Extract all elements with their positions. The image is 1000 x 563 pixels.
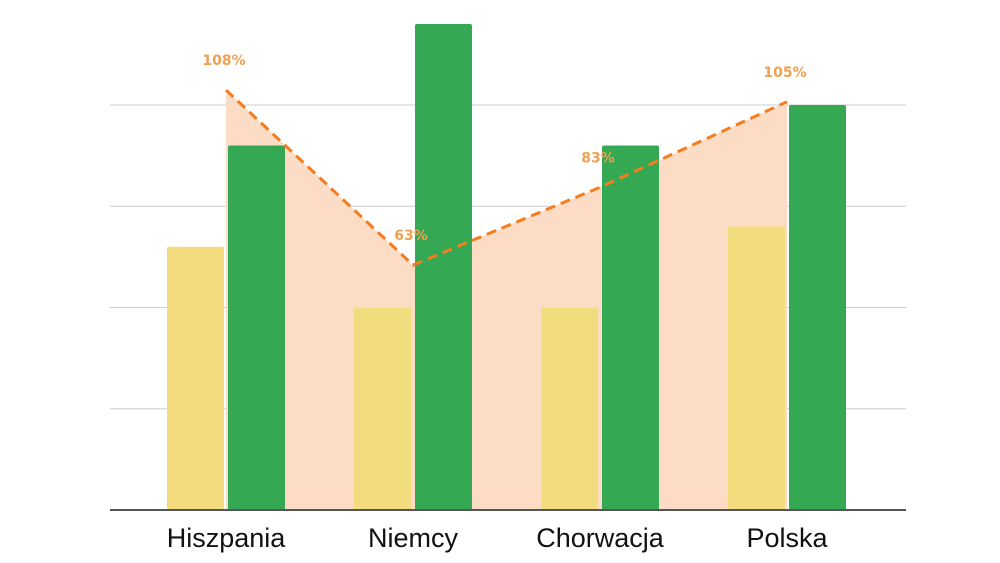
percent-label-3: 83% [581,150,615,166]
ratio-area [226,90,787,510]
x-label-chorwacja: Chorwacja [536,523,665,553]
bar-hiszpania-series-1 [167,246,224,510]
x-label-niemcy: Niemcy [368,523,459,553]
x-label-polska: Polska [746,523,828,553]
percent-label-2: 63% [394,228,428,244]
percent-label-1: 108% [202,53,245,69]
bars [167,24,846,510]
bar-polska-series-1 [728,226,785,510]
bar-chorwacja-series-2 [602,145,659,510]
x-label-hiszpania: Hiszpania [167,523,287,553]
bar-chorwacja-series-1 [541,307,598,510]
ratio-dashed-line [224,89,788,267]
ratio-area-fill [226,90,787,510]
percent-labels: 108% 63% 83% 105% [202,53,806,244]
bar-hiszpania-series-2 [228,145,285,510]
bar-polska-series-2 [789,105,846,510]
bar-niemcy-series-2 [415,24,472,510]
bar-niemcy-series-1 [354,307,411,510]
x-axis-labels: Hiszpania Niemcy Chorwacja Polska [167,523,829,553]
ratio-line [224,89,788,267]
percent-label-4: 105% [763,65,806,81]
